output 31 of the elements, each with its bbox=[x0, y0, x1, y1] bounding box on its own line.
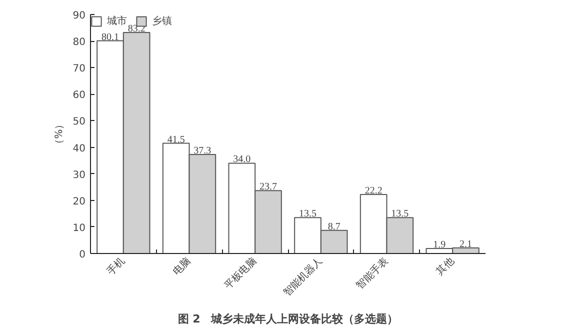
y-tick-label: 80 bbox=[72, 37, 86, 48]
caption: 图 2 城乡未成年人上网设备比较（多选题） bbox=[178, 312, 398, 326]
x-tick-label: 电脑 bbox=[170, 254, 194, 278]
data-label: 2.1 bbox=[460, 238, 472, 250]
data-label: 1.9 bbox=[433, 239, 446, 250]
y-tick-label: 10 bbox=[72, 222, 86, 234]
x-tick-label: 平板电脑 bbox=[222, 254, 259, 292]
data-label: 23.7 bbox=[260, 182, 277, 193]
y-tick-label: 70 bbox=[72, 64, 86, 75]
x-tick-label: 智能手表 bbox=[354, 254, 391, 292]
data-label: 80.1 bbox=[102, 32, 119, 43]
data-label: 41.5 bbox=[167, 134, 185, 146]
y-tick-label: 30 bbox=[72, 170, 86, 181]
x-tick-label: 智能机器人 bbox=[280, 254, 325, 299]
data-label: 34.0 bbox=[233, 154, 251, 166]
y-tick-label: 40 bbox=[72, 143, 86, 154]
legend-label: 乡镇 bbox=[152, 14, 172, 28]
data-label: 37.3 bbox=[194, 145, 212, 156]
y-tick-label: 0 bbox=[79, 250, 86, 260]
y-axis-title: （%） bbox=[54, 119, 65, 149]
x-tick-label: 手机 bbox=[104, 254, 128, 278]
data-label: 13.5 bbox=[391, 208, 409, 220]
data-label: 13.5 bbox=[299, 208, 316, 220]
y-tick-label: 50 bbox=[72, 116, 86, 128]
y-tick-label: 60 bbox=[72, 90, 86, 102]
y-tick-label: 20 bbox=[72, 196, 86, 208]
data-label: 22.2 bbox=[364, 186, 382, 197]
legend-label: 城市 bbox=[107, 14, 127, 28]
x-tick-label: 其他 bbox=[434, 254, 456, 278]
data-label: 8.7 bbox=[328, 221, 340, 232]
y-tick-label: 90 bbox=[72, 10, 86, 22]
